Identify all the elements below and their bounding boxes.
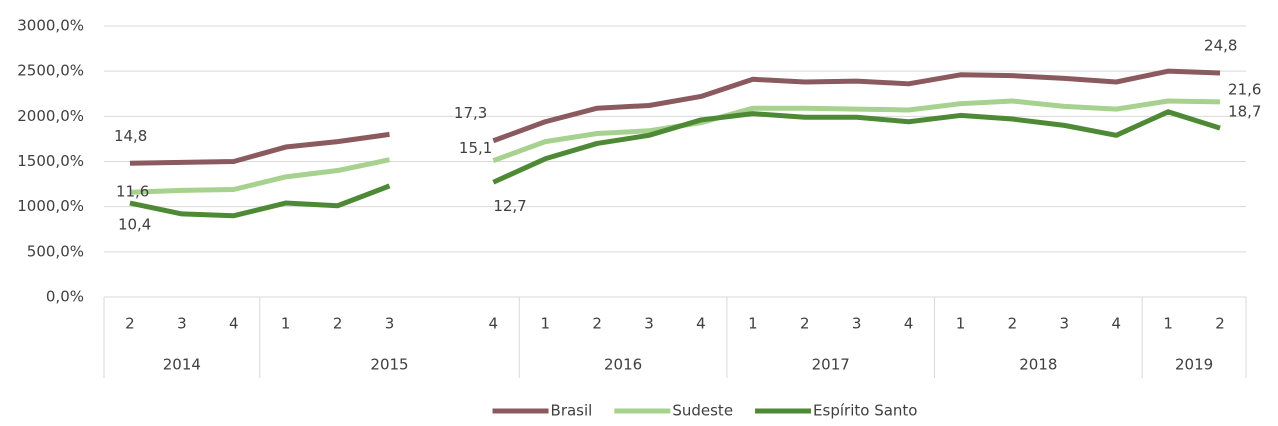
series-line bbox=[129, 183, 391, 219]
data-label: 11,6 bbox=[116, 183, 149, 201]
year-label: 2018 bbox=[1019, 356, 1057, 374]
year-label: 2014 bbox=[163, 356, 201, 374]
x-tick-label: 3 bbox=[644, 315, 654, 333]
x-tick-label: 3 bbox=[1060, 315, 1070, 333]
y-tick-label: 2000,0% bbox=[17, 107, 84, 125]
y-tick-label: 0,0% bbox=[46, 288, 84, 306]
x-tick-label: 3 bbox=[852, 315, 862, 333]
x-tick-label: 2 bbox=[1008, 315, 1018, 333]
x-tick-label: 1 bbox=[748, 315, 758, 333]
x-tick-label: 1 bbox=[540, 315, 550, 333]
legend-label: Sudeste bbox=[672, 402, 733, 420]
x-tick-label: 2 bbox=[125, 315, 135, 333]
x-tick-label: 3 bbox=[177, 315, 187, 333]
series-line bbox=[492, 98, 1221, 163]
series-line bbox=[129, 131, 390, 166]
series-line bbox=[129, 157, 391, 195]
year-label: 2015 bbox=[370, 356, 408, 374]
x-tick-label: 1 bbox=[1163, 315, 1173, 333]
legend-label: Espírito Santo bbox=[813, 402, 917, 420]
data-label: 10,4 bbox=[118, 216, 151, 234]
x-tick-label: 4 bbox=[1111, 315, 1121, 333]
y-tick-label: 3000,0% bbox=[17, 17, 84, 35]
data-label: 12,7 bbox=[493, 197, 526, 215]
x-tick-label: 2 bbox=[1215, 315, 1225, 333]
data-label: 18,7 bbox=[1228, 103, 1261, 121]
data-label: 17,3 bbox=[454, 104, 487, 122]
x-tick-label: 4 bbox=[229, 315, 239, 333]
y-tick-label: 500,0% bbox=[27, 242, 84, 260]
data-label: 15,1 bbox=[459, 139, 492, 157]
year-label: 2017 bbox=[812, 356, 850, 374]
x-tick-label: 4 bbox=[489, 315, 499, 333]
x-tick-label: 2 bbox=[800, 315, 810, 333]
x-tick-label: 1 bbox=[281, 315, 291, 333]
y-tick-label: 2500,0% bbox=[17, 62, 84, 80]
x-tick-label: 4 bbox=[904, 315, 914, 333]
x-tick-label: 4 bbox=[696, 315, 706, 333]
year-label: 2019 bbox=[1175, 356, 1213, 374]
y-tick-label: 1000,0% bbox=[17, 197, 84, 215]
x-tick-label: 2 bbox=[592, 315, 602, 333]
series-line bbox=[492, 68, 1221, 144]
x-tick-label: 1 bbox=[956, 315, 966, 333]
data-label: 14,8 bbox=[114, 127, 147, 145]
year-label: 2016 bbox=[604, 356, 642, 374]
legend-label: Brasil bbox=[551, 402, 593, 420]
y-tick-label: 1500,0% bbox=[17, 152, 84, 170]
x-tick-label: 2 bbox=[333, 315, 343, 333]
x-tick-label: 3 bbox=[385, 315, 395, 333]
series-line bbox=[492, 109, 1221, 185]
data-label: 24,8 bbox=[1204, 36, 1237, 54]
data-label: 21,6 bbox=[1228, 80, 1261, 98]
